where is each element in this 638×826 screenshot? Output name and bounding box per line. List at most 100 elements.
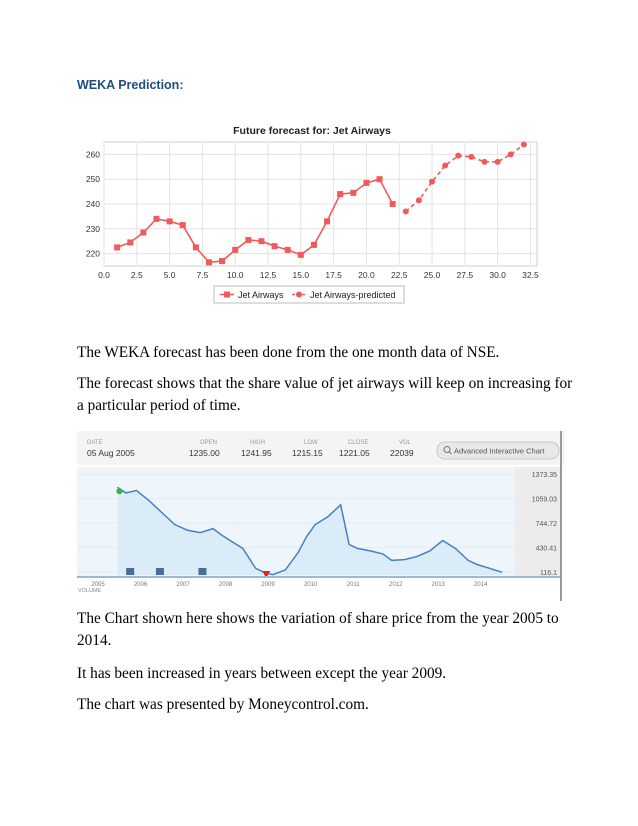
y-tick-label: 260 — [86, 149, 100, 159]
data-point-actual — [232, 246, 239, 253]
data-point-actual — [205, 259, 212, 266]
x-tick-label: 30.0 — [489, 270, 506, 280]
year-label: 2014 — [474, 582, 488, 588]
chart-legend: Jet Airways Jet Airways-predicted — [213, 285, 405, 304]
data-point-actual — [284, 246, 291, 253]
data-point-predicted — [494, 158, 501, 165]
year-label: 2005 — [91, 582, 105, 588]
data-point-predicted — [455, 152, 462, 159]
data-point-actual — [297, 251, 304, 258]
open-value: 1235.00 — [189, 448, 220, 458]
price-axis-label: 744.72 — [536, 521, 558, 528]
x-tick-label: 15.0 — [293, 270, 310, 280]
x-tick-label: 10.0 — [227, 270, 244, 280]
price-axis-label: 430.41 — [536, 546, 558, 553]
year-label: 2009 — [261, 582, 275, 588]
data-point-actual — [271, 243, 278, 250]
high-label: HIGH — [250, 440, 265, 446]
vol-label: VOL — [399, 440, 412, 446]
x-tick-label: 20.0 — [358, 270, 375, 280]
price-axis-label: 1059.03 — [532, 497, 557, 504]
low-value: 1215.15 — [292, 448, 323, 458]
price-axis-label: 1373.35 — [532, 472, 557, 479]
advanced-chart-button-label: Advanced Interactive Chart — [454, 447, 545, 456]
data-point-actual — [258, 238, 265, 245]
data-point-actual — [324, 218, 331, 225]
quote-header: DATE OPEN HIGH LOW CLOSE VOL — [87, 440, 412, 446]
y-tick-label: 230 — [86, 224, 100, 234]
data-point-actual — [127, 239, 134, 246]
data-point-actual — [350, 189, 357, 196]
legend-swatch-jet-airways-predicted — [296, 291, 302, 298]
data-point-actual — [389, 201, 396, 207]
data-point-predicted — [429, 178, 436, 185]
chart-title: Future forecast for: Jet Airways — [233, 125, 391, 137]
advanced-chart-button[interactable]: Advanced Interactive Chart — [436, 441, 560, 460]
data-point-predicted — [481, 158, 488, 165]
paragraph-forecast-trend: The forecast shows that the share value … — [77, 375, 573, 414]
series-line-jet-airways — [116, 178, 394, 264]
x-tick-label: 27.5 — [457, 270, 474, 280]
x-tick-label: 22.5 — [391, 270, 408, 280]
paragraph-increase-note: It has been increased in years between e… — [77, 665, 447, 682]
year-label: 2010 — [304, 582, 318, 588]
x-tick-label: 17.5 — [325, 270, 342, 280]
y-tick-label: 220 — [86, 249, 100, 259]
paragraph-forecast-source: The WEKA forecast has been done from the… — [77, 344, 500, 361]
time-axis-bar — [77, 577, 565, 601]
data-point-actual — [219, 258, 226, 265]
event-marker-icon — [126, 568, 135, 575]
price-axis-panel — [515, 467, 561, 577]
date-label: DATE — [87, 440, 103, 446]
event-marker-icon — [155, 568, 164, 575]
start-point-marker — [116, 488, 123, 495]
legend-label-jet-airways: Jet Airways — [238, 290, 284, 300]
magnifier-icon — [443, 446, 451, 453]
data-point-actual — [245, 236, 252, 243]
x-tick-label: 0.0 — [98, 270, 110, 280]
section-heading: WEKA Prediction: — [77, 78, 184, 92]
legend-label-jet-airways-predicted: Jet Airways-predicted — [310, 290, 396, 300]
year-label: 2007 — [176, 582, 190, 588]
data-point-actual — [179, 222, 186, 229]
price-axis-label: 116.1 — [540, 570, 557, 577]
event-marker-icon — [198, 568, 207, 575]
high-value: 1241.95 — [241, 448, 272, 458]
data-point-actual — [310, 241, 317, 248]
y-tick-label: 250 — [86, 174, 100, 184]
volume-label: VOLUME — [78, 588, 102, 594]
data-point-predicted — [442, 162, 449, 169]
stock-history-chart: DATE OPEN HIGH LOW CLOSE VOL 05 Aug 2005… — [77, 431, 565, 601]
x-tick-label: 7.5 — [196, 270, 208, 280]
date-value: 05 Aug 2005 — [87, 448, 135, 458]
year-label: 2011 — [347, 582, 361, 588]
data-point-predicted — [468, 153, 475, 160]
x-tick-label: 12.5 — [260, 270, 277, 280]
close-label: CLOSE — [348, 440, 368, 446]
forecast-chart: Future forecast for: Jet Airways 220 230 2… — [86, 125, 539, 304]
data-point-predicted — [402, 208, 409, 215]
data-point-actual — [363, 179, 370, 186]
data-point-predicted — [507, 151, 514, 158]
x-tick-label: 25.0 — [424, 270, 441, 280]
year-label: 2013 — [432, 582, 446, 588]
data-point-actual — [337, 191, 344, 198]
x-tick-label: 2.5 — [131, 270, 143, 280]
close-value: 1221.05 — [339, 448, 370, 458]
data-point-actual — [153, 215, 160, 222]
y-tick-label: 240 — [86, 199, 100, 209]
low-point-marker — [262, 571, 271, 578]
price-area-fill — [117, 487, 503, 575]
year-label: 2006 — [134, 582, 148, 588]
data-point-actual — [192, 244, 199, 251]
legend-swatch-jet-airways — [224, 291, 230, 298]
low-label: LOW — [304, 440, 318, 446]
year-label: 2012 — [389, 582, 403, 588]
series-line-jet-airways-predicted — [405, 143, 525, 213]
x-tick-label: 5.0 — [164, 270, 176, 280]
data-point-predicted — [520, 141, 527, 148]
vol-value: 22039 — [390, 448, 414, 458]
open-label: OPEN — [200, 440, 217, 446]
x-tick-label: 32.5 — [522, 270, 539, 280]
data-point-actual — [140, 229, 147, 236]
